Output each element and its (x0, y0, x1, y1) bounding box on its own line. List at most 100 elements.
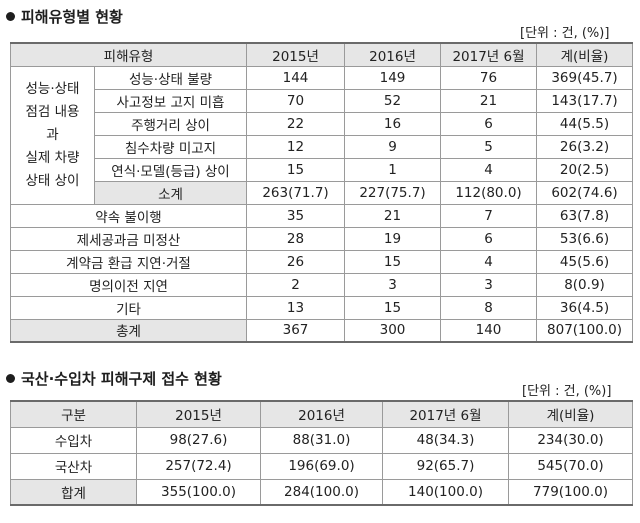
header-cell: 2015년 (136, 400, 261, 428)
row-label: 제세공과금 미정산 (10, 226, 247, 251)
subtotal-row: 소계 263(71.7) 227(75.7) 112(80.0) 602(74.… (11, 180, 633, 205)
table-row: 수입차 98(27.6) 88(31.0) 48(34.3) 234(30.0) (10, 426, 633, 454)
value-cell: 52 (344, 88, 441, 113)
value-cell: 70 (246, 88, 345, 113)
group-label-cell: 성능·상태 점검 내용 과 실제 차량 상태 상이 (10, 65, 95, 205)
table-row: 약속 불이행 35 21 7 63(7.8) (10, 203, 633, 228)
value-cell: 92(65.7) (382, 452, 509, 480)
header-cell: 2015년 (246, 42, 345, 67)
value-cell: 15 (246, 157, 345, 182)
value-cell: 4 (440, 249, 537, 274)
value-cell: 13 (246, 295, 345, 320)
value-cell: 76 (440, 65, 537, 90)
value-cell: 45(5.6) (536, 249, 633, 274)
table-row: 사고정보 고지 미흡 70 52 21 143(17.7) (11, 88, 633, 113)
table-row: 주행거리 상이 22 16 6 44(5.5) (11, 111, 633, 136)
unit-label: [단위 : 건, (%)] (522, 384, 612, 399)
value-cell: 3 (344, 272, 441, 297)
value-cell: 227(75.7) (344, 180, 441, 205)
table-row: 명의이전 지연 2 3 3 8(0.9) (10, 272, 633, 297)
value-cell: 88(31.0) (260, 426, 383, 454)
section-title-damage-types: 피해유형별 현황 (6, 6, 123, 27)
section-title-text: 국산·수입차 피해구제 접수 현황 (21, 370, 222, 388)
value-cell: 5 (440, 134, 537, 159)
group-label-line: 상태 상이 (25, 172, 80, 189)
value-cell: 140(100.0) (382, 478, 509, 506)
value-cell: 8 (440, 295, 537, 320)
total-row: 총계 367 300 140 807(100.0) (10, 318, 633, 343)
value-cell: 257(72.4) (136, 452, 261, 480)
value-cell: 20(2.5) (536, 157, 633, 182)
value-cell: 19 (344, 226, 441, 251)
header-cell: 계(비율) (536, 42, 633, 67)
value-cell: 28 (246, 226, 345, 251)
row-label: 주행거리 상이 (94, 111, 247, 136)
group-label-line: 성능·상태 (25, 80, 80, 97)
value-cell: 144 (246, 65, 345, 90)
group-label-line: 과 (46, 126, 59, 143)
value-cell: 44(5.5) (536, 111, 633, 136)
header-cell: 2016년 (344, 42, 441, 67)
table-row: 계약금 환급 지연·거절 26 15 4 45(5.6) (10, 249, 633, 274)
value-cell: 98(27.6) (136, 426, 261, 454)
table-row: 성능·상태 점검 내용 과 실제 차량 상태 상이 성능·상태 불량 144 1… (10, 65, 633, 205)
row-label: 계약금 환급 지연·거절 (10, 249, 247, 274)
header-cell: 2017년 6월 (382, 400, 509, 428)
value-cell: 807(100.0) (536, 318, 633, 343)
row-label: 약속 불이행 (10, 203, 247, 228)
table-row: 침수차량 미고지 12 9 5 26(3.2) (11, 134, 633, 159)
import-domestic-table: 구분 2015년 2016년 2017년 6월 계(비율) 수입차 98(27.… (10, 400, 633, 506)
bullet-icon (6, 374, 15, 383)
unit-label: [단위 : 건, (%)] (520, 26, 610, 41)
value-cell: 196(69.0) (260, 452, 383, 480)
value-cell: 140 (440, 318, 537, 343)
value-cell: 7 (440, 203, 537, 228)
value-cell: 4 (440, 157, 537, 182)
value-cell: 2 (246, 272, 345, 297)
section-title-text: 피해유형별 현황 (21, 8, 123, 26)
group-label-line: 실제 차량 (25, 149, 80, 166)
header-cell: 2017년 6월 (440, 42, 537, 67)
value-cell: 112(80.0) (440, 180, 537, 205)
value-cell: 53(6.6) (536, 226, 633, 251)
value-cell: 1 (344, 157, 441, 182)
row-label: 사고정보 고지 미흡 (94, 88, 247, 113)
table-header-row: 피해유형 2015년 2016년 2017년 6월 계(비율) (10, 42, 633, 67)
value-cell: 369(45.7) (536, 65, 633, 90)
row-label: 성능·상태 불량 (94, 65, 247, 90)
value-cell: 545(70.0) (508, 452, 633, 480)
section-title-import-domestic: 국산·수입차 피해구제 접수 현황 (6, 368, 222, 389)
row-label: 국산차 (10, 452, 137, 480)
value-cell: 149 (344, 65, 441, 90)
header-cell: 2016년 (260, 400, 383, 428)
value-cell: 602(74.6) (536, 180, 633, 205)
value-cell: 15 (344, 295, 441, 320)
value-cell: 48(34.3) (382, 426, 509, 454)
row-label: 수입차 (10, 426, 137, 454)
value-cell: 300 (344, 318, 441, 343)
value-cell: 143(17.7) (536, 88, 633, 113)
value-cell: 6 (440, 111, 537, 136)
row-label: 연식·모델(등급) 상이 (94, 157, 247, 182)
value-cell: 284(100.0) (260, 478, 383, 506)
value-cell: 26(3.2) (536, 134, 633, 159)
bullet-icon (6, 12, 15, 21)
value-cell: 63(7.8) (536, 203, 633, 228)
row-label: 소계 (94, 180, 247, 205)
value-cell: 355(100.0) (136, 478, 261, 506)
value-cell: 21 (440, 88, 537, 113)
damage-type-table: 피해유형 2015년 2016년 2017년 6월 계(비율) 성능·상태 점검… (10, 42, 633, 343)
value-cell: 779(100.0) (508, 478, 633, 506)
group-label-line: 점검 내용 (25, 103, 80, 120)
row-label: 총계 (10, 318, 247, 343)
value-cell: 36(4.5) (536, 295, 633, 320)
row-label: 합계 (10, 478, 137, 506)
value-cell: 26 (246, 249, 345, 274)
table-row: 연식·모델(등급) 상이 15 1 4 20(2.5) (11, 157, 633, 182)
header-cell: 구분 (10, 400, 137, 428)
value-cell: 15 (344, 249, 441, 274)
table-row: 국산차 257(72.4) 196(69.0) 92(65.7) 545(70.… (10, 452, 633, 480)
value-cell: 263(71.7) (246, 180, 345, 205)
value-cell: 16 (344, 111, 441, 136)
value-cell: 21 (344, 203, 441, 228)
